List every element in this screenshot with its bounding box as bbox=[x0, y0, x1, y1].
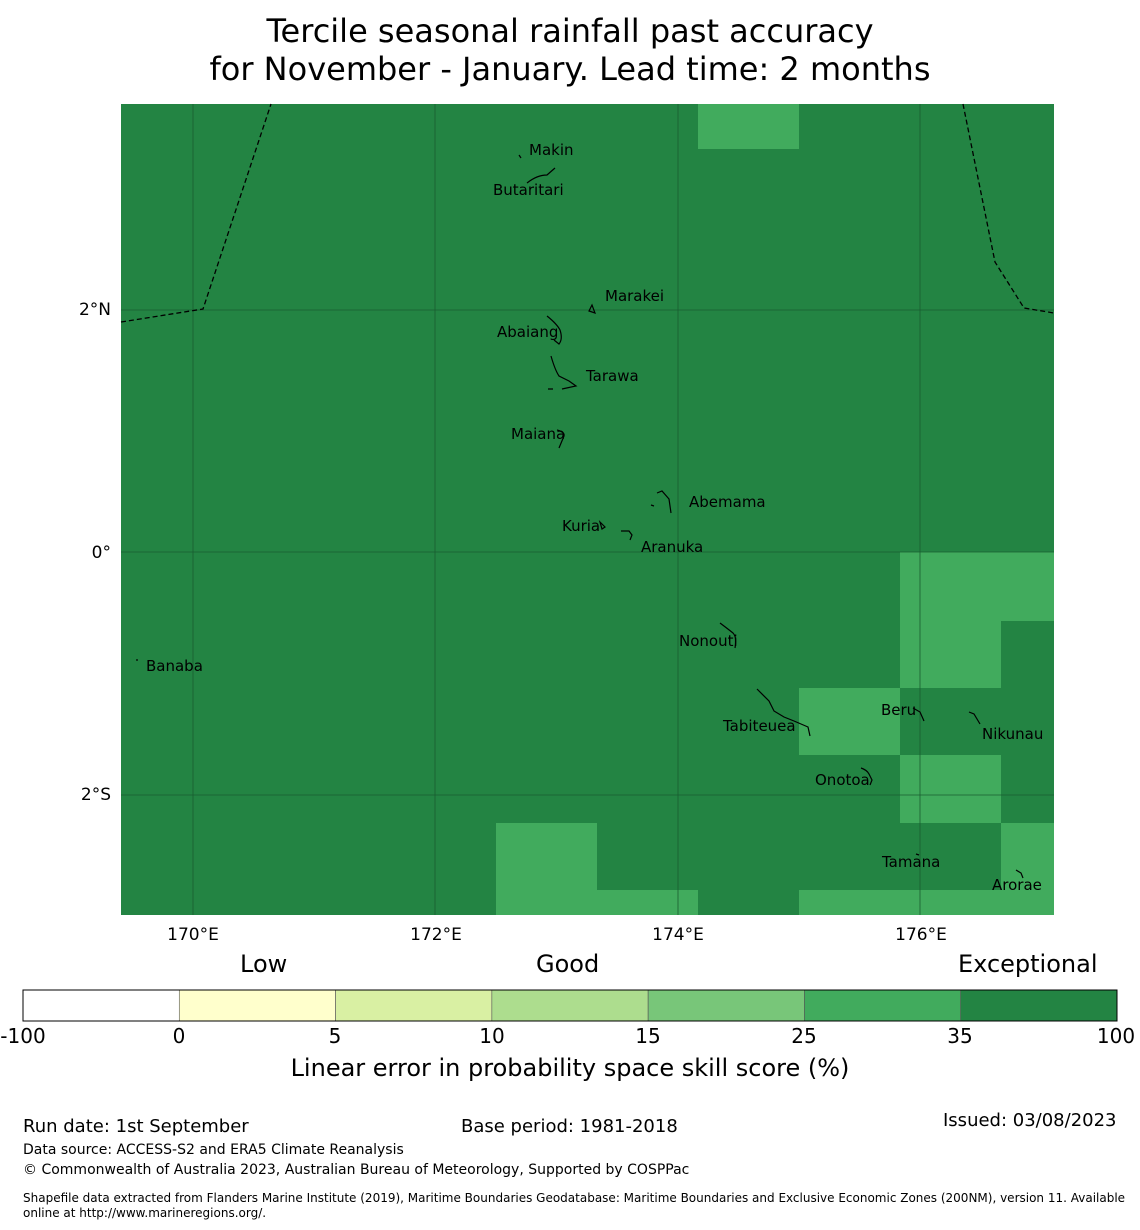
island-label-banaba: Banaba bbox=[146, 657, 203, 675]
colorbar-tick: 15 bbox=[635, 1024, 661, 1048]
y-tick-label: 0° bbox=[92, 543, 111, 563]
island-shape bbox=[756, 688, 811, 737]
colorbar bbox=[22, 989, 1118, 1022]
skill-cell bbox=[900, 621, 1001, 688]
skill-background-exceptional bbox=[121, 104, 1054, 915]
higher-skill-cells bbox=[496, 104, 1054, 915]
island-shape bbox=[598, 519, 606, 530]
colorbar-segment bbox=[335, 989, 493, 1022]
skill-cell bbox=[799, 688, 900, 755]
colorbar-segment bbox=[804, 989, 962, 1022]
skill-cell bbox=[900, 755, 1001, 823]
island-shape bbox=[912, 707, 925, 722]
island-label-maiana: Maiana bbox=[511, 425, 565, 443]
skill-cell bbox=[799, 890, 1001, 915]
colorbar-segment bbox=[491, 989, 649, 1022]
island-label-onotoa: Onotoa bbox=[815, 771, 870, 789]
base-period: Base period: 1981-2018 bbox=[461, 1116, 678, 1137]
colorbar-tick: 100 bbox=[1096, 1024, 1136, 1048]
map-title-line1: Tercile seasonal rainfall past accuracy bbox=[266, 12, 874, 50]
island-label-aranuka: Aranuka bbox=[641, 538, 703, 556]
colorbar-tick: 10 bbox=[479, 1024, 505, 1048]
island-shape bbox=[621, 530, 633, 541]
island-shape bbox=[588, 303, 597, 314]
issued-date: Issued: 03/08/2023 bbox=[943, 1110, 1117, 1131]
colorbar-segment bbox=[178, 989, 336, 1022]
island-label-marakei: Marakei bbox=[605, 287, 664, 305]
island-shape bbox=[915, 853, 920, 856]
colorbar-tick: 0 bbox=[172, 1024, 186, 1048]
colorbar-tick: 25 bbox=[791, 1024, 817, 1048]
island-label-beru: Beru bbox=[881, 701, 916, 719]
island-shape bbox=[968, 711, 981, 725]
skill-cell bbox=[1001, 823, 1054, 915]
island-label-abemama: Abemama bbox=[689, 493, 766, 511]
axis-labels: 170°E 172°E 174°E 176°E 2°N 0° 2°S bbox=[79, 300, 947, 945]
eez-boundary-east bbox=[962, 103, 1055, 314]
map-plot-area: Makin Butaritari Marakei Abaiang Tarawa Maian… bbox=[120, 103, 1055, 915]
island-label-abaiang: Abaiang bbox=[497, 323, 558, 341]
island-label-nonouti: Nonouti bbox=[679, 632, 738, 650]
map-title-line2: for November - January. Lead time: 2 mon… bbox=[209, 50, 931, 88]
x-tick-label: 170°E bbox=[167, 925, 219, 945]
graticule bbox=[121, 104, 1054, 915]
colorbar-category-exceptional: Exceptional bbox=[958, 950, 1098, 978]
island-label-makin: Makin bbox=[529, 141, 574, 159]
island-shape bbox=[546, 315, 562, 345]
island-shape bbox=[650, 490, 672, 514]
colorbar-tick: -100 bbox=[0, 1024, 46, 1048]
island-shape bbox=[1015, 869, 1024, 879]
skill-map: Makin Butaritari Marakei Abaiang Tarawa Maian… bbox=[79, 103, 1055, 945]
x-tick-label: 176°E bbox=[895, 925, 947, 945]
island-shape bbox=[518, 154, 522, 159]
colorbar-category-low: Low bbox=[240, 950, 288, 978]
colorbar-segment bbox=[960, 989, 1118, 1022]
colorbar-label: Linear error in probability space skill … bbox=[290, 1054, 850, 1082]
copyright: © Commonwealth of Australia 2023, Austra… bbox=[23, 1162, 690, 1178]
skill-cell bbox=[597, 890, 698, 915]
run-date: Run date: 1st September bbox=[23, 1116, 249, 1137]
colorbar-segment bbox=[647, 989, 805, 1022]
shapefile-credit: Shapefile data extracted from Flanders M… bbox=[23, 1191, 1126, 1220]
colorbar-segments bbox=[22, 989, 1118, 1022]
x-tick-label: 174°E bbox=[652, 925, 704, 945]
skill-cell bbox=[900, 552, 1054, 621]
colorbar-frame bbox=[22, 989, 1118, 1022]
colorbar-category-good: Good bbox=[536, 950, 600, 978]
colorbar-tick: 35 bbox=[947, 1024, 973, 1048]
island-label-butaritari: Butaritari bbox=[493, 181, 564, 199]
island-label-kuria: Kuria bbox=[562, 517, 600, 535]
island-label-arorae: Arorae bbox=[992, 876, 1042, 894]
skill-cell bbox=[496, 823, 597, 915]
colorbar-tick: 5 bbox=[328, 1024, 342, 1048]
skill-cell bbox=[698, 104, 799, 149]
y-tick-label: 2°N bbox=[79, 300, 111, 320]
island-label-tamana: Tamana bbox=[881, 853, 940, 871]
island-label-tarawa: Tarawa bbox=[585, 367, 639, 385]
island-shape bbox=[526, 167, 556, 184]
island-shape bbox=[719, 622, 737, 649]
y-tick-label: 2°S bbox=[81, 785, 111, 805]
colorbar-segment bbox=[22, 989, 180, 1022]
island-outlines bbox=[136, 154, 1024, 879]
island-shape bbox=[556, 429, 565, 449]
x-tick-label: 172°E bbox=[410, 925, 462, 945]
island-shape bbox=[860, 767, 873, 786]
island-shape bbox=[548, 355, 578, 390]
data-source: Data source: ACCESS-S2 and ERA5 Climate … bbox=[23, 1142, 404, 1158]
island-label-tabiteuea: Tabiteuea bbox=[722, 717, 796, 735]
island-label-nikunau: Nikunau bbox=[982, 725, 1043, 743]
eez-boundaries bbox=[120, 103, 1055, 323]
eez-boundary-west bbox=[120, 103, 272, 323]
island-labels: Makin Butaritari Marakei Abaiang Tarawa Maian… bbox=[146, 141, 1043, 894]
